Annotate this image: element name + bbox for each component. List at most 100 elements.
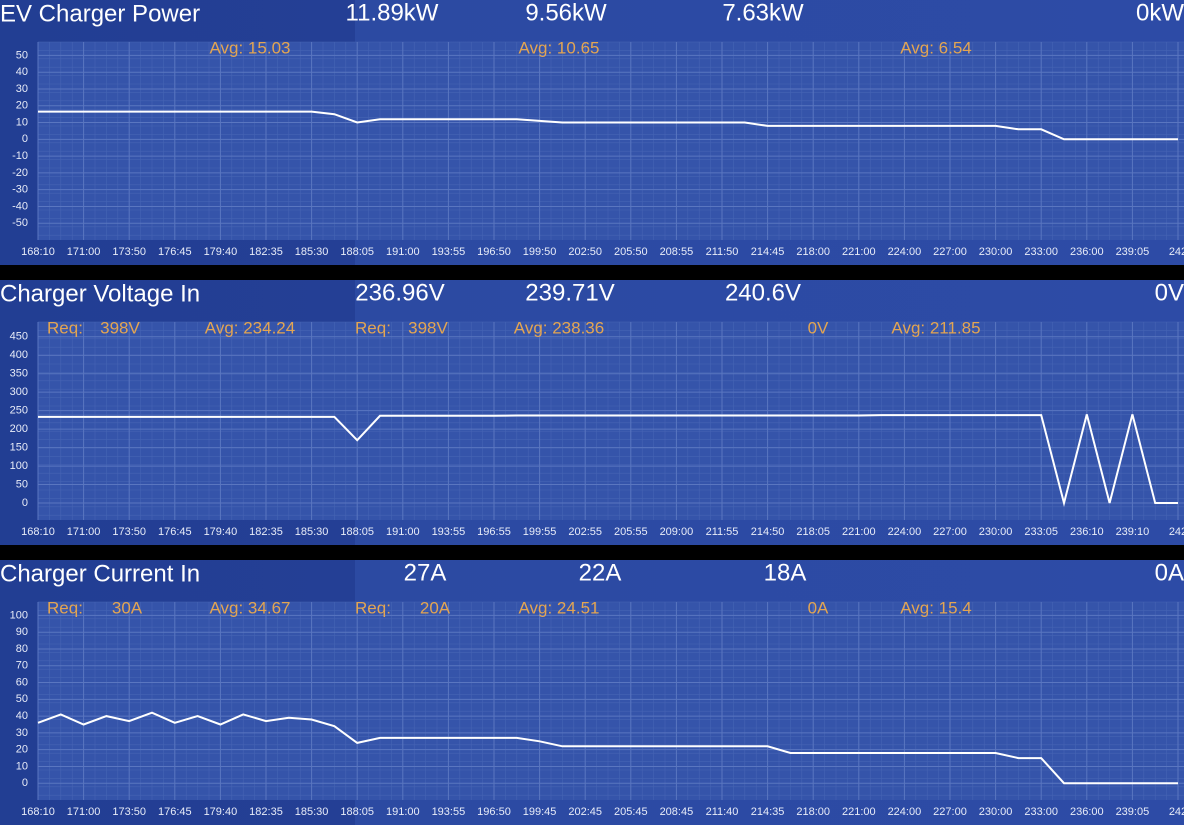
x-tick-label: 230:00 <box>979 806 1013 818</box>
readout: 9.56kW <box>525 0 607 26</box>
y-tick-label: 150 <box>10 442 28 454</box>
readout: 0A <box>1155 559 1184 586</box>
x-tick-label: 196:50 <box>477 246 511 258</box>
x-tick-label: 218:00 <box>796 246 830 258</box>
y-tick-label: 20 <box>16 744 28 756</box>
y-tick-label: 50 <box>16 693 28 705</box>
x-tick-label: 185:30 <box>295 246 329 258</box>
y-tick-label: 30 <box>16 83 28 95</box>
readout: 236.96V <box>355 279 444 306</box>
x-tick-label: 185:30 <box>295 526 329 538</box>
x-tick-label: 242 <box>1169 526 1184 538</box>
x-tick-label: 199:50 <box>523 246 557 258</box>
plot-area <box>38 602 1184 800</box>
y-tick-label: 80 <box>16 643 28 655</box>
x-tick-label: 176:45 <box>158 526 192 538</box>
x-tick-label: 218:00 <box>796 806 830 818</box>
x-tick-label: 193:55 <box>432 246 466 258</box>
plot-area <box>38 42 1184 240</box>
x-tick-label: 173:50 <box>112 806 146 818</box>
y-tick-label: 200 <box>10 423 28 435</box>
x-tick-label: 179:40 <box>204 526 238 538</box>
x-tick-label: 211:40 <box>706 806 739 818</box>
x-tick-label: 176:45 <box>158 246 192 258</box>
x-tick-label: 188:05 <box>340 526 374 538</box>
annotation: 30A <box>112 598 143 617</box>
y-tick-label: 250 <box>10 405 28 417</box>
annotation: 0V <box>808 318 829 337</box>
readout: 239.71V <box>525 279 614 306</box>
y-tick-label: -30 <box>12 184 28 196</box>
x-tick-label: 179:40 <box>204 246 238 258</box>
annotation: Avg: 10.65 <box>519 38 600 57</box>
x-tick-label: 227:00 <box>933 246 967 258</box>
x-tick-label: 171:00 <box>67 246 101 258</box>
x-tick-label: 214:50 <box>751 526 785 538</box>
x-tick-label: 214:45 <box>751 246 785 258</box>
y-tick-label: 0 <box>22 133 28 145</box>
x-tick-label: 202:45 <box>568 806 602 818</box>
y-tick-label: 0 <box>22 497 28 509</box>
x-tick-label: 208:55 <box>660 246 694 258</box>
x-tick-label: 211:55 <box>706 526 739 538</box>
x-tick-label: 199:45 <box>523 806 557 818</box>
x-tick-label: 221:00 <box>842 526 876 538</box>
y-tick-label: 40 <box>16 710 28 722</box>
y-tick-label: 100 <box>10 460 28 472</box>
x-tick-label: 199:55 <box>523 526 557 538</box>
separator <box>0 265 1184 277</box>
x-tick-label: 224:00 <box>888 246 922 258</box>
x-tick-label: 193:55 <box>432 806 466 818</box>
x-tick-label: 171:00 <box>67 526 101 538</box>
x-tick-label: 205:45 <box>614 806 648 818</box>
panel-title: EV Charger Power <box>0 0 200 27</box>
x-tick-label: 227:00 <box>933 806 967 818</box>
data-line <box>38 110 1178 141</box>
x-tick-label: 224:00 <box>888 806 922 818</box>
y-tick-label: 90 <box>16 626 28 638</box>
x-tick-label: 230:00 <box>979 246 1013 258</box>
x-tick-label: 236:00 <box>1070 806 1104 818</box>
data-line <box>38 414 1178 507</box>
x-tick-label: 191:00 <box>386 806 420 818</box>
y-tick-label: 300 <box>10 386 28 398</box>
x-tick-label: 171:00 <box>67 806 101 818</box>
annotation: Avg: 34.67 <box>210 598 291 617</box>
x-tick-label: 191:00 <box>386 526 420 538</box>
x-tick-label: 188:05 <box>340 806 374 818</box>
x-tick-label: 239:10 <box>1116 526 1150 538</box>
readout: 27A <box>404 559 447 586</box>
y-tick-label: 100 <box>10 609 28 621</box>
readout: 18A <box>764 559 807 586</box>
chart-panel: 0 10 20 30 40 50 60 70 80 90 100 168:10 171:00 173:50… <box>0 559 1184 825</box>
x-tick-label: 205:50 <box>614 246 648 258</box>
x-tick-label: 224:00 <box>888 526 922 538</box>
panel-title: Charger Voltage In <box>0 280 200 307</box>
y-tick-label: 60 <box>16 676 28 688</box>
x-tick-label: 168:10 <box>21 526 55 538</box>
x-tick-label: 233:00 <box>1024 806 1058 818</box>
x-tick-label: 191:00 <box>386 246 420 258</box>
x-tick-label: 202:55 <box>568 526 602 538</box>
y-tick-label: -20 <box>12 167 28 179</box>
annotation: Req: <box>47 318 83 337</box>
y-tick-label: 20 <box>16 100 28 112</box>
data-line <box>37 711 1178 785</box>
readout: 11.89kW <box>346 0 439 26</box>
x-tick-label: 236:00 <box>1070 246 1104 258</box>
x-tick-label: 239:05 <box>1116 246 1150 258</box>
x-tick-label: 221:00 <box>842 806 876 818</box>
annotation: 398V <box>408 318 448 337</box>
x-tick-label: 182:35 <box>249 526 283 538</box>
readout: 240.6V <box>725 279 801 306</box>
x-tick-label: 179:40 <box>204 806 238 818</box>
x-tick-label: 173:50 <box>112 526 146 538</box>
annotation: Req: <box>355 318 391 337</box>
x-tick-label: 168:10 <box>21 806 55 818</box>
y-tick-label: -10 <box>12 150 28 162</box>
readout: 7.63kW <box>722 0 804 26</box>
x-tick-label: 176:45 <box>158 806 192 818</box>
x-tick-label: 242 <box>1169 246 1184 258</box>
